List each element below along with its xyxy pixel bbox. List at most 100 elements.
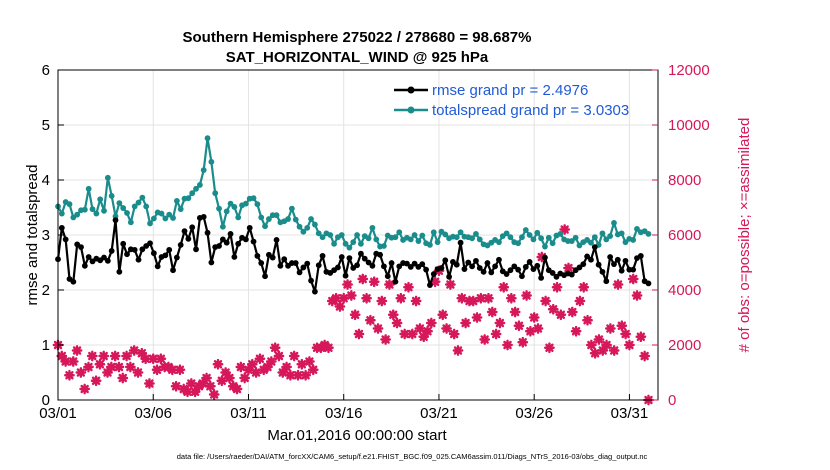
obs-marker [117,372,129,384]
y-left-tick-label: 4 [42,172,50,189]
chart-subtitle: SAT_HORIZONTAL_WIND @ 925 hPa [226,49,489,66]
obs-marker [345,290,357,301]
rmse-point [242,236,249,243]
totalspread-point [469,235,476,242]
totalspread-point [538,235,545,242]
obs-marker [300,369,312,381]
obs-marker [185,378,197,389]
rmse-point [70,278,77,285]
rmse-point [595,261,602,268]
totalspread-point [135,199,142,206]
totalspread-point [530,236,537,243]
y-right-tick-label: 6000 [668,227,701,244]
obs-marker [216,375,228,387]
obs-marker [144,378,155,389]
rmse-point [553,273,560,280]
obs-marker [384,279,395,290]
rmse-point [538,275,545,281]
y-right-tick-label: 0 [668,392,676,409]
obs-marker [399,328,411,340]
rmse-point [124,251,130,258]
rmse-point [108,248,115,254]
obs-marker [395,292,407,304]
rmse-point [292,260,299,266]
totalspread-point [411,232,418,238]
rmse-point [519,273,525,280]
rmse-point [453,261,460,268]
y-right-tick-label: 10000 [668,117,710,134]
totalspread-point [549,240,556,247]
rmse-point [645,280,652,287]
y-axis-right-label: # of obs: o=possible; ×=assimilated [736,118,753,353]
rmse-point [131,246,138,253]
rmse-point [588,256,594,263]
rmse-point [492,263,499,270]
obs-marker [212,358,224,370]
rmse-point [269,254,276,261]
totalspread-point [381,243,387,249]
y-right-tick-label: 4000 [668,282,701,299]
rmse-point [227,231,234,237]
obs-marker [109,350,121,362]
obs-marker [254,353,266,365]
obs-marker [551,281,563,293]
totalspread-point [139,194,146,201]
rmse-point [396,263,403,270]
totalspread-point [258,214,265,221]
obs-marker [338,292,350,304]
obs-marker [612,279,624,290]
rmse-point [235,240,242,247]
obs-marker [208,389,220,400]
obs-marker [243,364,254,376]
totalspread-point [630,237,637,243]
rmse-point [338,254,345,260]
obs-marker [448,328,460,340]
totalspread-point [265,216,272,222]
obs-marker [349,309,361,321]
y-right-tick-label: 8000 [668,172,701,189]
rmse-point [630,266,637,273]
obs-marker [376,295,388,307]
rmse-point [549,270,556,276]
y-left-tick-label: 5 [42,117,50,134]
obs-marker [635,331,647,343]
y-left-tick-label: 1 [42,337,50,354]
obs-marker [98,350,110,362]
obs-marker [524,325,536,337]
totalspread-point [116,200,123,207]
rmse-point [189,224,196,231]
obs-marker [456,292,468,304]
totalspread-point [634,226,640,232]
rmse-point [542,254,548,261]
totalspread-point [611,220,617,226]
rmse-point [511,263,518,270]
y-left-tick-label: 3 [42,227,50,244]
obs-marker [422,325,433,337]
rmse-point [78,244,84,251]
totalspread-point [319,234,326,241]
rmse-point [446,273,452,280]
rmse-point [319,253,326,259]
totalspread-point [124,210,130,216]
rmse-point [223,239,230,246]
rmse-point [135,256,142,263]
obs-marker [79,383,91,395]
rmse-point [85,254,92,260]
obs-marker [102,367,113,378]
rmse-point [622,257,629,264]
rmse-point [346,255,353,261]
obs-marker [418,331,430,343]
rmse-point [170,267,176,274]
obs-marker [224,372,235,384]
rmse-point [315,262,322,269]
obs-marker [361,292,372,304]
obs-marker [639,350,651,362]
totalspread-point [534,229,541,236]
obs-marker [387,309,399,321]
rmse-point [81,262,88,269]
totalspread-point [607,233,614,240]
obs-marker [292,369,304,381]
obs-marker [128,345,140,356]
obs-marker [441,323,452,334]
obs-marker [452,345,464,356]
